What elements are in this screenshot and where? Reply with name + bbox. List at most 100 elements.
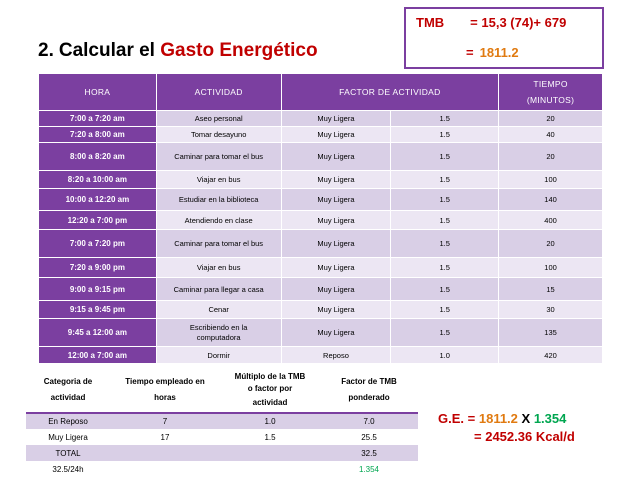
cell-multiplo: [220, 445, 320, 461]
cell-tiempo: 20: [498, 229, 603, 258]
cell-actividad: Aseo personal: [155, 110, 282, 127]
table-row: 10:00 a 12:20 am Estudiar en la bibliote…: [38, 188, 603, 211]
header-factor-line1: Factor de TMB: [341, 377, 397, 386]
activity-table-header: HORA ACTIVIDAD FACTOR DE ACTIVIDAD TIEMP…: [38, 73, 603, 111]
table-row: 8:20 a 10:00 am Viajar en bus Muy Ligera…: [38, 170, 603, 189]
summary-table-header: Categoria de actividad Tiempo empleado e…: [26, 368, 418, 414]
table-row: 9:15 a 9:45 pm Cenar Muy Ligera 1.5 30: [38, 300, 603, 319]
table-row: 7:20 a 9:00 pm Viajar en bus Muy Ligera …: [38, 257, 603, 278]
ge-line2: = 2452.36 Kcal/d: [474, 429, 575, 444]
cell-tiempo: 30: [498, 300, 603, 319]
cell-tiempo: 7: [110, 413, 220, 429]
table-row: 9:00 a 9:15 pm Caminar para llegar a cas…: [38, 277, 603, 301]
cell-hora: 7:00 a 7:20 pm: [38, 229, 157, 258]
cell-actividad-line1: Escribiendo en la: [189, 322, 248, 332]
cell-hora: 12:20 a 7:00 pm: [38, 210, 157, 230]
cell-factor: 1.5: [390, 210, 500, 230]
summary-row: En Reposo 7 1.0 7.0: [26, 413, 418, 429]
cell-actividad: Viajar en bus: [155, 170, 282, 189]
cell-actividad-line2: computadora: [196, 332, 241, 342]
tmb-formula: = 15,3 (74)+ 679: [470, 15, 567, 30]
activity-table: HORA ACTIVIDAD FACTOR DE ACTIVIDAD TIEMP…: [38, 73, 603, 364]
ge-calculation: G.E. = 1811.2 X 1.354 = 2452.36 Kcal/d: [438, 411, 575, 444]
cell-categoria: En Reposo: [26, 413, 110, 429]
cell-factor: 32.5: [320, 445, 418, 461]
cell-tiempo: 100: [498, 170, 603, 189]
page-title: 2. Calcular el Gasto Energético: [38, 40, 318, 62]
cell-actividad: Cenar: [155, 300, 282, 319]
cell-hora: 7:20 a 8:00 am: [38, 126, 157, 143]
cell-actividad: Caminar para tomar el bus: [155, 229, 282, 258]
cell-hora: 10:00 a 12:20 am: [38, 188, 157, 211]
cell-hora: 8:00 a 8:20 am: [38, 142, 157, 171]
cell-actividad: Atendiendo en clase: [155, 210, 282, 230]
title-prefix: Calcular el: [58, 40, 155, 61]
summary-table: Categoria de actividad Tiempo empleado e…: [26, 368, 418, 477]
header-hora: HORA: [38, 73, 157, 111]
table-row: 12:00 a 7:00 am Dormir Reposo 1.0 420: [38, 346, 603, 364]
cell-factor: 1.5: [390, 110, 500, 127]
cell-tiempo: 140: [498, 188, 603, 211]
cell-factor: 1.5: [390, 300, 500, 319]
cell-actividad: Viajar en bus: [155, 257, 282, 278]
cell-factor: 1.5: [390, 318, 500, 347]
cell-nivel: Muy Ligera: [280, 210, 392, 230]
header-categoria-line1: Categoria de: [43, 377, 93, 386]
tmb-result-line: = 1811.2: [466, 45, 519, 60]
cell-nivel: Muy Ligera: [280, 257, 392, 278]
cell-factor: 1.354: [320, 461, 418, 477]
cell-hora: 9:45 a 12:00 am: [38, 318, 157, 347]
table-row: 12:20 a 7:00 pm Atendiendo en clase Muy …: [38, 210, 603, 230]
cell-actividad: Escribiendo en la computadora: [155, 318, 282, 347]
cell-nivel: Reposo: [280, 346, 392, 364]
tmb-label: TMB: [416, 15, 445, 30]
cell-nivel: Muy Ligera: [280, 229, 392, 258]
summary-row: Muy Ligera 17 1.5 25.5: [26, 429, 418, 445]
cell-factor: 1.5: [390, 229, 500, 258]
header-tiempo-empleado: Tiempo empleado en horas: [110, 368, 220, 414]
cell-tiempo: 20: [498, 142, 603, 171]
cell-tiempo: 20: [498, 110, 603, 127]
cell-tiempo: 100: [498, 257, 603, 278]
cell-nivel: Muy Ligera: [280, 188, 392, 211]
cell-nivel: Muy Ligera: [280, 110, 392, 127]
cell-tiempo: 40: [498, 126, 603, 143]
cell-multiplo: 1.0: [220, 413, 320, 429]
table-row: 7:00 a 7:20 am Aseo personal Muy Ligera …: [38, 110, 603, 127]
cell-tiempo: 400: [498, 210, 603, 230]
cell-factor: 1.0: [390, 346, 500, 364]
ge-tmb: 1811.2: [478, 411, 518, 426]
cell-actividad: Estudiar en la biblioteca: [155, 188, 282, 211]
cell-categoria: 32.5/24h: [26, 461, 110, 477]
tmb-result: 1811.2: [479, 45, 519, 60]
tmb-result-eq: =: [466, 45, 474, 60]
summary-row: TOTAL 32.5: [26, 445, 418, 461]
header-tiempo-line1: TIEMPO: [533, 79, 568, 89]
cell-actividad: Tomar desayuno: [155, 126, 282, 143]
tmb-box: TMB = 15,3 (74)+ 679 = 1811.2: [404, 7, 604, 69]
cell-actividad: Caminar para tomar el bus: [155, 142, 282, 171]
cell-tiempo: 135: [498, 318, 603, 347]
table-row: 7:20 a 8:00 am Tomar desayuno Muy Ligera…: [38, 126, 603, 143]
ge-times: X: [521, 411, 531, 426]
cell-factor: 1.5: [390, 257, 500, 278]
cell-actividad: Dormir: [155, 346, 282, 364]
header-multiplo-line3: actividad: [252, 398, 288, 407]
title-highlight: Gasto Energético: [160, 40, 318, 61]
cell-hora: 7:20 a 9:00 pm: [38, 257, 157, 278]
header-factor-line2: ponderado: [348, 393, 390, 402]
cell-factor: 7.0: [320, 413, 418, 429]
cell-factor: 1.5: [390, 277, 500, 301]
header-tiempo-line2: horas: [154, 393, 176, 402]
cell-tiempo: [110, 445, 220, 461]
cell-hora: 7:00 a 7:20 am: [38, 110, 157, 127]
cell-actividad: Caminar para llegar a casa: [155, 277, 282, 301]
cell-nivel: Muy Ligera: [280, 142, 392, 171]
cell-categoria: Muy Ligera: [26, 429, 110, 445]
table-row: 8:00 a 8:20 am Caminar para tomar el bus…: [38, 142, 603, 171]
ge-label: G.E.: [438, 411, 465, 426]
cell-nivel: Muy Ligera: [280, 300, 392, 319]
cell-tiempo: 15: [498, 277, 603, 301]
cell-nivel: Muy Ligera: [280, 277, 392, 301]
cell-factor: 1.5: [390, 142, 500, 171]
